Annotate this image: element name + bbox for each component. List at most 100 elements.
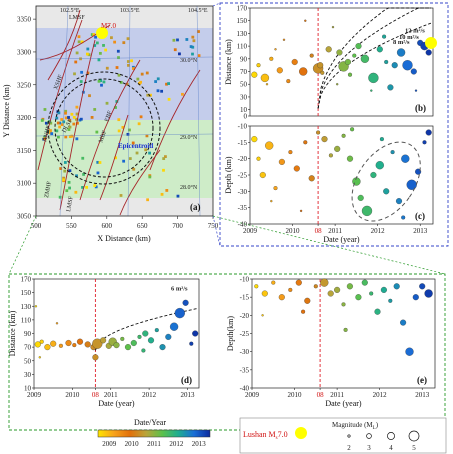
y-tick-label: -40 (238, 221, 248, 229)
map-event (148, 151, 151, 155)
event-marker (137, 334, 142, 339)
map-event (131, 141, 135, 145)
event-marker (352, 53, 357, 58)
y-tick-label: 10 (24, 385, 32, 393)
event-marker (360, 54, 370, 63)
event-marker (346, 283, 353, 290)
connector-line (212, 215, 446, 275)
map-event (130, 59, 133, 63)
event-marker (130, 339, 137, 347)
map-event (70, 134, 74, 138)
map-event (90, 115, 94, 119)
map-event (67, 180, 71, 184)
diffusion-curve-label: 8 m²/s (393, 39, 410, 46)
map-event (114, 156, 118, 160)
fault-label: LMSF (66, 195, 75, 212)
event-marker (259, 171, 266, 179)
event-marker (396, 48, 406, 57)
event-marker (384, 59, 389, 65)
map-event (57, 135, 60, 139)
map-event (140, 72, 144, 76)
event-marker (320, 70, 325, 75)
diffusion-curve-label: 12 m²/s (405, 28, 425, 35)
event-marker (379, 137, 384, 142)
x-tick-label: 2009 (245, 391, 260, 399)
map-event (136, 77, 140, 81)
map-event (55, 116, 59, 120)
map-event (105, 101, 109, 105)
event-marker (317, 62, 324, 69)
event-marker (291, 58, 298, 66)
map-event (100, 83, 103, 87)
map-event (74, 117, 78, 121)
y-tick-label: -20 (240, 312, 250, 320)
graticule (35, 5, 214, 217)
legend-size-label: 4 (389, 444, 393, 452)
map-y-tick-label: 3250 (17, 81, 32, 89)
map-event (75, 112, 79, 116)
search-radius-ring (54, 78, 154, 178)
map-event (119, 80, 123, 84)
longitude-label: 102.5°E (60, 7, 80, 14)
legend-size-marker (347, 434, 351, 438)
legend-size-label: 5 (412, 444, 416, 452)
colorbar-tick-label: 2011 (147, 440, 161, 448)
colorbar-ticks: 2009 2010 2011 2012 2013 (102, 440, 206, 448)
event-marker (387, 84, 394, 91)
event-marker (278, 158, 285, 165)
panel-label: (c) (415, 211, 425, 221)
map-x-tick-label: 650 (137, 222, 148, 230)
event-marker (174, 307, 185, 319)
map-event (119, 194, 123, 197)
event-marker (251, 136, 258, 143)
event-marker (412, 294, 419, 301)
fault-line (79, 59, 141, 201)
legend-size-marker (387, 432, 395, 440)
map-event (178, 52, 181, 56)
longitude-label: 104.5°E (188, 7, 208, 14)
map-event (93, 44, 97, 47)
map-event (117, 56, 120, 60)
event-marker (414, 89, 418, 92)
map-x-ticks: 500 550 600 650 700 750 (31, 216, 219, 230)
event-marker (388, 298, 393, 303)
map-event (116, 49, 120, 53)
legend: Lushan Ms7.0 Magnitude (ML) 2 3 4 5 (239, 417, 447, 454)
x-tick-label: 2010 (288, 391, 303, 399)
map-event (50, 132, 54, 136)
y-tick-label: 130 (237, 30, 248, 38)
map-event (79, 117, 83, 121)
map-event (149, 93, 152, 97)
y-tick-label: -15 (240, 294, 250, 302)
map-x-tick-label: 750 (208, 222, 219, 230)
colorbar-tick-label: 2012 (169, 440, 184, 448)
y-tick-label: 10 (240, 106, 248, 114)
green-dashed-frame (8, 273, 446, 431)
event-marker (316, 130, 321, 135)
map-event (94, 35, 97, 39)
event-marker (299, 67, 308, 76)
map-event (167, 97, 171, 101)
event-marker (361, 205, 373, 217)
event-marker (299, 209, 303, 213)
map-event (77, 40, 81, 44)
event-marker (341, 133, 346, 138)
epicentroid-label: Epicentroid (118, 142, 153, 150)
map-event (72, 115, 76, 119)
event-marker (142, 330, 149, 337)
map-event (122, 41, 126, 45)
x-tick-label: 2012 (373, 391, 388, 399)
event-marker (286, 79, 291, 84)
map-event (60, 118, 64, 121)
map-event (86, 47, 90, 51)
event-marker (261, 290, 268, 297)
event-marker (344, 58, 351, 66)
map-event (125, 82, 129, 86)
parallel-line (35, 56, 214, 60)
latitude-label: 30.0°N (180, 57, 198, 64)
colorbar-tick-label: 2009 (102, 440, 117, 448)
y-tick-label: 0 (244, 113, 248, 121)
map-event (73, 72, 76, 76)
